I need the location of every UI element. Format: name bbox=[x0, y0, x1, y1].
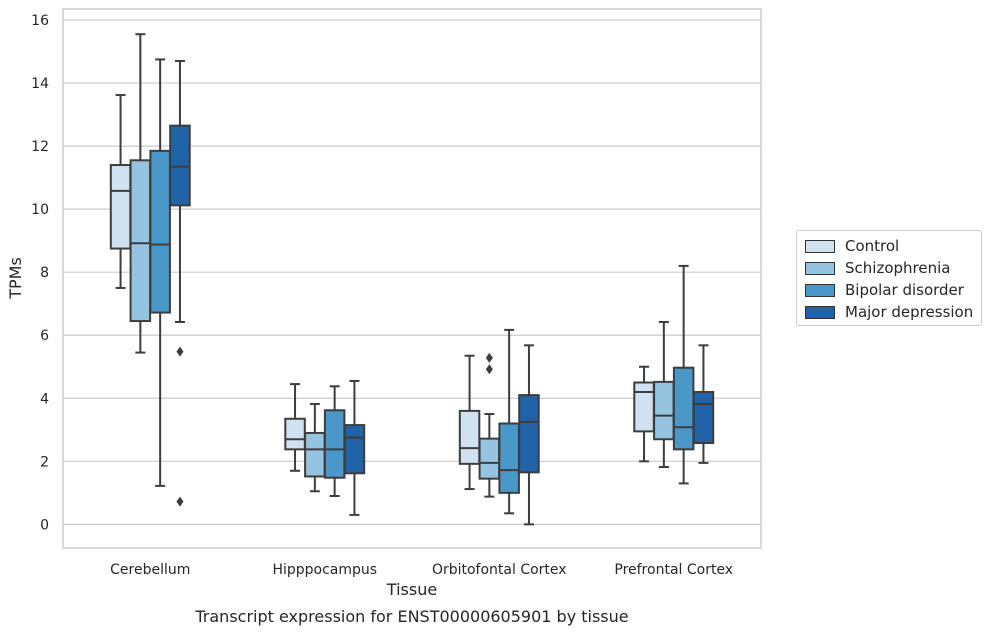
box-s0-c3-iqr-box bbox=[633, 381, 655, 433]
y-tick-label-12: 12 bbox=[31, 139, 49, 155]
y-axis-label: TPMs bbox=[6, 257, 25, 300]
x-tick-label-0: Cerebellum bbox=[110, 562, 190, 578]
box-s1-c1-iqr-box bbox=[304, 431, 326, 478]
box-s3-c2 bbox=[518, 344, 540, 526]
box-s3-c0-outlier-1 bbox=[176, 496, 184, 507]
y-tick-label-8: 8 bbox=[40, 265, 49, 281]
y-tick-label-2: 2 bbox=[40, 454, 49, 470]
box-s0-c1-iqr-box bbox=[284, 417, 306, 451]
legend-item-bipolar-disorder: Bipolar disorder bbox=[805, 280, 964, 300]
legend-swatch-schizophrenia bbox=[805, 261, 835, 275]
box-s3-c0-iqr-box bbox=[169, 124, 191, 207]
box-s2-c2 bbox=[498, 328, 520, 515]
box-s1-c3-iqr-box bbox=[653, 380, 675, 441]
box-s2-c2-iqr-box bbox=[498, 422, 520, 494]
box-s2-c3 bbox=[672, 264, 695, 485]
legend-swatch-control bbox=[805, 239, 835, 253]
y-tick-label-16: 16 bbox=[31, 13, 49, 29]
plot-area-frame bbox=[62, 8, 762, 549]
box-s2-c1 bbox=[323, 385, 346, 497]
y-tick-label-4: 4 bbox=[40, 391, 49, 407]
box-s1-c0-iqr-box bbox=[129, 159, 152, 323]
box-s1-c3 bbox=[653, 320, 675, 468]
box-s3-c0-outlier-0 bbox=[176, 346, 184, 357]
y-tick-label-0: 0 bbox=[40, 517, 49, 533]
x-tick-label-2: Orbitofontal Cortex bbox=[432, 562, 567, 578]
box-s1-c0 bbox=[129, 33, 152, 354]
box-s0-c2-iqr-box bbox=[458, 409, 481, 465]
box-s2-c3-iqr-box bbox=[672, 366, 695, 451]
box-s3-c1-iqr-box bbox=[343, 424, 366, 475]
box-s1-c2-outlier-0 bbox=[485, 364, 493, 375]
legend-label-bipolar-disorder: Bipolar disorder bbox=[845, 281, 964, 299]
legend-item-control: Control bbox=[805, 236, 899, 256]
box-s1-c2-outlier-1 bbox=[485, 352, 493, 363]
box-s3-c3 bbox=[692, 344, 715, 464]
box-s3-c2-iqr-box bbox=[518, 394, 540, 474]
box-s0-c0 bbox=[109, 94, 132, 289]
box-s2-c1-iqr-box bbox=[323, 409, 346, 479]
box-s1-c2 bbox=[478, 352, 501, 498]
y-axis-ticks: 0 2 4 6 8 10 12 14 16 bbox=[31, 13, 49, 533]
y-tick-label-6: 6 bbox=[40, 328, 49, 344]
chart-title: Transcript expression for ENST0000060590… bbox=[194, 607, 628, 626]
box-s1-c2-iqr-box bbox=[478, 437, 501, 480]
box-s3-c1 bbox=[343, 379, 366, 516]
legend-swatch-major-depression bbox=[805, 305, 835, 319]
legend-item-schizophrenia: Schizophrenia bbox=[805, 258, 950, 278]
x-axis-ticks: Cerebellum Hipppocampus Orbitofontal Corte… bbox=[110, 562, 733, 578]
box-s2-c0-iqr-box bbox=[149, 149, 171, 314]
y-tick-label-10: 10 bbox=[31, 202, 49, 218]
legend-label-control: Control bbox=[845, 237, 900, 255]
boxes bbox=[109, 33, 715, 526]
box-s3-c0 bbox=[169, 60, 191, 507]
box-s0-c3 bbox=[633, 365, 655, 463]
box-s0-c2 bbox=[458, 354, 481, 491]
legend: Control Schizophrenia Bipolar disorder M… bbox=[796, 230, 982, 326]
legend-item-major-depression: Major depression bbox=[805, 302, 973, 322]
x-axis-label: Tissue bbox=[386, 580, 437, 599]
y-tick-label-14: 14 bbox=[31, 76, 49, 92]
box-s3-c3-iqr-box bbox=[692, 390, 715, 445]
box-s2-c0 bbox=[149, 58, 171, 487]
x-tick-label-3: Prefrontal Cortex bbox=[614, 562, 733, 578]
box-s0-c1 bbox=[284, 383, 306, 472]
x-tick-label-1: Hipppocampus bbox=[272, 562, 377, 578]
legend-swatch-bipolar-disorder bbox=[805, 283, 835, 297]
legend-label-schizophrenia: Schizophrenia bbox=[845, 259, 951, 277]
legend-label-major-depression: Major depression bbox=[845, 303, 974, 321]
box-s0-c0-iqr-box bbox=[109, 164, 132, 250]
